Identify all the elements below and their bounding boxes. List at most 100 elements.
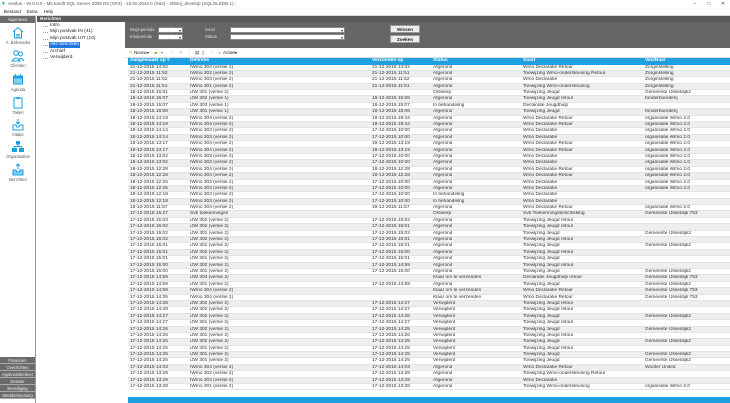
minimize-button[interactable]: – bbox=[693, 1, 697, 7]
new-dropdown-icon[interactable]: ▾ bbox=[147, 50, 150, 55]
sidebar-item-clienten[interactable]: Clienten bbox=[0, 49, 36, 68]
werkbeheersing-button[interactable]: Werkbeheersing bbox=[0, 392, 35, 399]
column-status[interactable]: Status bbox=[433, 58, 448, 63]
table-row[interactable]: 17-12-2015 15:01 iJW 302 (versie 2) 17-12-… bbox=[128, 249, 730, 257]
table-row[interactable]: 17-12-2015 15:00 iJW 301 (versie 2) 17-12-… bbox=[128, 269, 730, 276]
table-row[interactable]: 18-12-2015 13:17 IWmo 304 (versie 2) 18-12… bbox=[128, 147, 730, 154]
column-soort[interactable]: Soort bbox=[523, 58, 536, 63]
table-row[interactable]: 17-12-2015 14:27 iJW 301 (versie 2) 17-12-… bbox=[128, 320, 730, 327]
tree-item-postvak-in[interactable]: Mijn postvak IN (41) bbox=[50, 29, 93, 34]
sidebar-item-intake[interactable]: Intake bbox=[0, 118, 36, 137]
table-row[interactable]: 17-12-2015 14:27 iJW 302 (versie 2) 17-12-… bbox=[128, 313, 730, 321]
table-row[interactable]: 17-12-2015 13:29 IWmo 303 (versie 2) 17-12… bbox=[128, 377, 730, 385]
menu-bestand[interactable]: Bestand bbox=[4, 9, 21, 14]
table-row[interactable]: 17-12-2015 15:02 iJW 302 (versie 2) 17-12-… bbox=[128, 224, 730, 231]
table-row[interactable]: 18-12-2015 12:28 IWmo 304 (versie 2) 18-12… bbox=[128, 173, 730, 180]
cell-definitie: iJW 302 (versie 2) bbox=[190, 300, 229, 306]
table-row[interactable]: 18-12-2015 13:02 IWmo 303 (versie 2) 17-12… bbox=[128, 154, 730, 161]
table-row[interactable]: 17-12-2015 14:59 IWmo 304 (versie 2) Klaar… bbox=[128, 288, 730, 295]
table-row[interactable]: 18-12-2015 12:25 IWmo 303 (versie 2) 17-12… bbox=[128, 180, 730, 186]
applicatiebeheer-button[interactable]: Applicatiebeheer bbox=[0, 371, 35, 378]
sidebar-item-beheerder[interactable]: A. Beheerder bbox=[0, 26, 36, 45]
table-row[interactable]: 18-12-2015 12:28 IWmo 304 (versie 2) 18-12… bbox=[128, 167, 730, 174]
table-row[interactable]: 18-12-2015 11:57 IWmo 304 (versie 2) 18-12… bbox=[128, 205, 730, 212]
table-row[interactable]: 18-12-2015 14:19 IWmo 304 (versie 2) 18-12… bbox=[128, 116, 730, 123]
overzichten-button[interactable]: Overzichten bbox=[0, 364, 35, 371]
table-row[interactable]: 17-12-2015 15:27 Svb toekenningen Ontwerp S… bbox=[128, 211, 730, 218]
delete-icon[interactable]: ✕ bbox=[179, 50, 183, 55]
table-row[interactable]: 17-12-2015 14:59 iJW 301 (versie 2) 17-12-… bbox=[128, 282, 730, 289]
zoeken-button[interactable]: Zoeken bbox=[390, 35, 420, 43]
sidebar-item-organisaties[interactable]: Organisaties bbox=[0, 140, 36, 159]
column-definitie[interactable]: Definitie bbox=[190, 58, 209, 63]
financien-button[interactable]: Financien bbox=[0, 357, 35, 364]
tree-item-intro[interactable]: Intro bbox=[50, 23, 60, 28]
menu-help[interactable]: Help bbox=[43, 9, 54, 14]
column-aangemaakt-op[interactable]: Aangemaakt op ▿ bbox=[130, 58, 170, 63]
table-row[interactable]: 17-12-2015 15:00 iJW 302 (versie 2) 17-12-… bbox=[128, 262, 730, 269]
menu-extra[interactable]: Extra bbox=[26, 9, 38, 14]
sidebar-item-agenda[interactable]: Agenda bbox=[0, 73, 36, 92]
sidebar-item-berichten[interactable]: Berichten bbox=[0, 163, 36, 182]
table-row[interactable]: 17-12-2015 13:28 IWmo 301 (versie 2) 17-12… bbox=[128, 384, 730, 391]
table-row[interactable]: 17-12-2015 14:26 iJW 301 (versie 2) 17-12-… bbox=[128, 333, 730, 340]
table-row[interactable]: 17-12-2015 14:25 iJW 301 (versie 2) 17-12-… bbox=[128, 352, 730, 359]
tree-item-postvak-uit[interactable]: Mijn postvak UIT (10) bbox=[50, 36, 96, 41]
table-row[interactable]: 17-12-2015 15:02 iJW 301 (versie 2) 17-12-… bbox=[128, 231, 730, 238]
soort-select[interactable]: ▾ bbox=[230, 27, 345, 33]
table-row[interactable]: 18-12-2015 13:02 IWmo 303 (versie 2) 17-12… bbox=[128, 160, 730, 167]
cell-verzonden-op: 17-12-2015 13:29 bbox=[372, 377, 410, 383]
maximize-button[interactable]: □ bbox=[707, 1, 711, 7]
table-row[interactable]: 17-12-2015 15:02 iJW 302 (versie 2) 17-12-… bbox=[128, 237, 730, 244]
table-row[interactable]: 17-12-2015 14:28 iJW 302 (versie 2) 17-12-… bbox=[128, 300, 730, 308]
table-row[interactable]: 18-12-2015 15:06 iJW 301 (versie 1) 18-12-… bbox=[128, 109, 730, 116]
table-row[interactable]: 18-12-2015 13:17 IWmo 304 (versie 2) 18-12… bbox=[128, 141, 730, 148]
table-row[interactable]: 18-12-2015 16:51 iJW 301 (versie 2) Ontwer… bbox=[128, 90, 730, 97]
table-row[interactable]: 17-12-2015 15:01 iJW 301 (versie 2) 17-12-… bbox=[128, 256, 730, 263]
tree-item-archief[interactable]: Archief bbox=[50, 49, 65, 54]
status-select[interactable]: ▾ bbox=[230, 34, 345, 40]
dossier-button[interactable]: Dossier bbox=[0, 378, 35, 385]
table-row[interactable]: 18-12-2015 14:19 IWmo 304 (versie 2) 18-12… bbox=[128, 122, 730, 129]
close-button[interactable]: ✕ bbox=[720, 1, 726, 7]
end-date-picker[interactable]: __-__-____ ▾ bbox=[158, 34, 183, 40]
table-row[interactable]: 21-12-2015 11:51 IWmo 301 (versie 2) 21-12… bbox=[128, 83, 730, 91]
table-row[interactable]: 21-12-2015 11:52 IWmo 303 (versie 2) 21-12… bbox=[128, 77, 730, 84]
begin-date-picker[interactable]: __-__-____ ▾ bbox=[158, 27, 183, 33]
table-row[interactable]: 21-12-2015 11:52 IWmo 302 (versie 2) 21-12… bbox=[128, 70, 730, 78]
wissen-button[interactable]: Wissen bbox=[390, 25, 420, 33]
table-row[interactable]: 17-12-2015 14:03 IWmo 304 (versie 2) 17-12… bbox=[128, 364, 730, 372]
table-row[interactable]: 17-12-2015 14:59 iJW 304 (versie 2) Klaar … bbox=[128, 275, 730, 282]
column-verzonden-op[interactable]: Verzonden op bbox=[372, 58, 404, 63]
table-row[interactable]: 17-12-2015 15:03 iJW 302 (versie 2) 17-12-… bbox=[128, 218, 730, 225]
table-row[interactable]: 18-12-2015 15:07 iJW 302 (versie 1) 18-12-… bbox=[128, 96, 730, 103]
print-preview-icon[interactable]: ▯ bbox=[202, 50, 205, 55]
table-row[interactable]: 17-12-2015 14:25 iJW 301 (versie 2) 17-12-… bbox=[128, 358, 730, 365]
column-van-naar[interactable]: Van/Naar bbox=[645, 58, 666, 63]
tree-item-verwijderd[interactable]: Verwijderd bbox=[50, 55, 73, 60]
table-row[interactable]: 18-12-2015 12:18 IWmo 303 (versie 2) 17-12… bbox=[128, 198, 730, 206]
table-row[interactable]: 18-12-2015 14:14 IWmo 303 (versie 2) 17-12… bbox=[128, 134, 730, 142]
new-button[interactable]: Nieuw bbox=[134, 50, 147, 55]
table-row[interactable]: 18-12-2015 12:25 IWmo 303 (versie 2) 17-12… bbox=[128, 185, 730, 193]
table-row[interactable]: 18-12-2015 15:07 iJW 303 (versie 1) 18-12-… bbox=[128, 103, 730, 110]
actions-dropdown-icon[interactable]: ▾ bbox=[235, 50, 238, 55]
tree-item-alle-berichten[interactable]: Alle berichten bbox=[49, 42, 81, 48]
print-icon[interactable]: ▤ bbox=[195, 50, 200, 55]
actions-button[interactable]: Acties bbox=[223, 50, 236, 55]
save-icon[interactable]: ▪ bbox=[161, 50, 163, 55]
table-row[interactable]: 17-12-2015 14:26 iJW 302 (versie 2) 17-12-… bbox=[128, 326, 730, 333]
cell-definitie: iJW 301 (versie 1) bbox=[190, 109, 229, 115]
table-row[interactable]: 17-12-2015 14:25 iJW 301 (versie 2) 17-12-… bbox=[128, 346, 730, 353]
table-row[interactable]: 18-12-2015 12:18 IWmo 303 (versie 2) 17-12… bbox=[128, 192, 730, 199]
table-row[interactable]: 17-12-2015 14:35 IWmo 304 (versie 2) Klaar… bbox=[128, 295, 730, 301]
beveiliging-button[interactable]: Beveiliging bbox=[0, 385, 35, 392]
table-row[interactable]: 17-12-2015 14:26 iJW 302 (versie 2) 17-12-… bbox=[128, 339, 730, 346]
table-row[interactable]: 17-12-2015 15:01 iJW 301 (versie 2) 17-12-… bbox=[128, 243, 730, 250]
table-row[interactable]: 17-12-2015 13:29 IWmo 302 (versie 2) 17-12… bbox=[128, 371, 730, 378]
sidebar-item-taken[interactable]: Taken bbox=[0, 96, 36, 115]
table-row[interactable]: 18-12-2015 14:14 IWmo 303 (versie 2) 17-12… bbox=[128, 128, 730, 135]
open-folder-icon[interactable]: ▰ bbox=[154, 50, 158, 55]
table-row[interactable]: 21-12-2015 14:02 IWmo 304 (versie 2) 21-12… bbox=[128, 65, 730, 71]
table-row[interactable]: 17-12-2015 14:28 iJW 302 (versie 2) 17-12-… bbox=[128, 307, 730, 314]
